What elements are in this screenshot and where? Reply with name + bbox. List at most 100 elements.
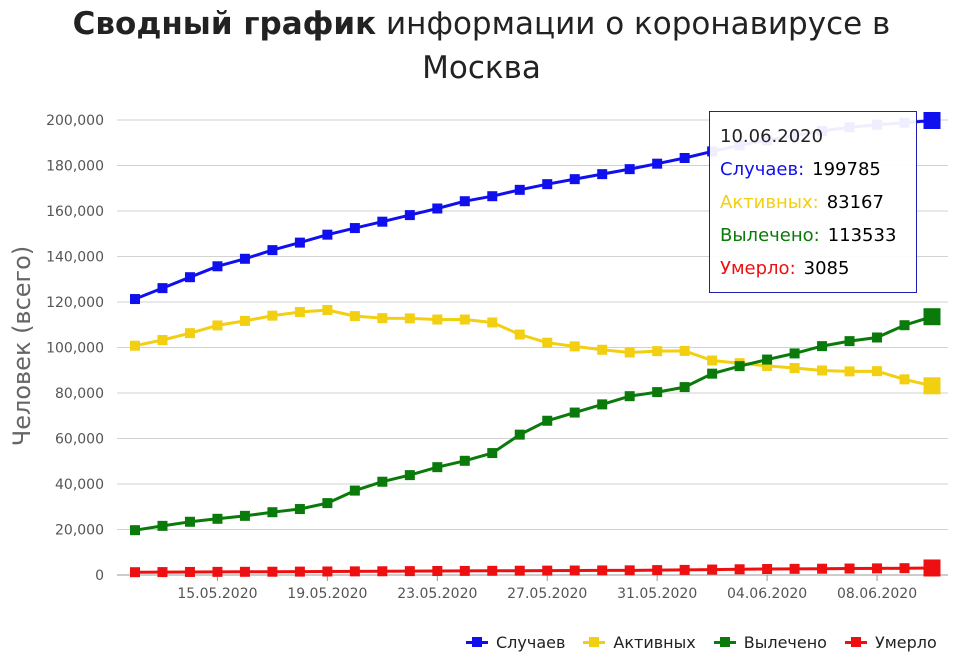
data-point[interactable] (707, 564, 718, 575)
data-point[interactable] (377, 216, 388, 227)
data-point[interactable] (789, 362, 800, 373)
data-point[interactable] (130, 567, 140, 578)
data-point[interactable] (542, 565, 553, 576)
data-point[interactable] (294, 504, 305, 515)
data-point[interactable] (239, 315, 250, 326)
data-point[interactable] (652, 387, 663, 398)
data-point[interactable] (872, 563, 883, 574)
data-point[interactable] (789, 348, 800, 359)
data-point[interactable] (239, 566, 250, 577)
data-point[interactable] (624, 391, 635, 402)
data-point[interactable] (130, 294, 140, 305)
data-point[interactable] (624, 164, 635, 175)
data-point[interactable] (349, 223, 360, 234)
data-point[interactable] (872, 332, 883, 343)
data-point[interactable] (624, 347, 635, 358)
data-point[interactable] (569, 565, 580, 576)
data-point[interactable] (707, 368, 718, 379)
data-point[interactable] (789, 563, 800, 574)
data-point[interactable] (322, 229, 333, 240)
data-point[interactable] (597, 344, 608, 355)
data-point[interactable] (267, 310, 278, 321)
data-point[interactable] (844, 336, 855, 347)
data-point[interactable] (184, 516, 195, 527)
data-point[interactable] (432, 565, 443, 576)
legend-item-cases[interactable]: Случаев (466, 633, 565, 652)
data-point[interactable] (514, 565, 525, 576)
data-point[interactable] (844, 563, 855, 574)
data-point[interactable] (404, 313, 415, 324)
data-point[interactable] (322, 566, 333, 577)
data-point[interactable] (679, 152, 690, 163)
data-point[interactable] (212, 513, 223, 524)
data-point[interactable] (652, 565, 663, 576)
data-point[interactable] (487, 317, 498, 328)
data-point[interactable] (487, 565, 498, 576)
data-point[interactable] (377, 476, 388, 487)
data-point[interactable] (624, 565, 635, 576)
data-point[interactable] (487, 191, 498, 202)
data-point[interactable] (239, 253, 250, 264)
data-point[interactable] (872, 366, 883, 377)
data-point[interactable] (184, 272, 195, 283)
data-point[interactable] (923, 377, 941, 395)
data-point[interactable] (459, 314, 470, 325)
data-point[interactable] (569, 407, 580, 418)
data-point[interactable] (377, 313, 388, 324)
data-point[interactable] (267, 566, 278, 577)
data-point[interactable] (377, 566, 388, 577)
data-point[interactable] (844, 366, 855, 377)
data-point[interactable] (157, 334, 168, 345)
data-point[interactable] (404, 470, 415, 481)
data-point[interactable] (597, 399, 608, 410)
legend-item-active[interactable]: Активных (583, 633, 696, 652)
data-point[interactable] (899, 374, 910, 385)
data-point[interactable] (349, 566, 360, 577)
data-point[interactable] (679, 382, 690, 393)
data-point[interactable] (817, 563, 828, 574)
data-point[interactable] (597, 565, 608, 576)
legend-item-recovered[interactable]: Вылечено (713, 633, 827, 652)
data-point[interactable] (459, 565, 470, 576)
data-point[interactable] (267, 507, 278, 518)
data-point[interactable] (899, 563, 910, 574)
data-point[interactable] (267, 245, 278, 256)
data-point[interactable] (294, 307, 305, 318)
data-point[interactable] (923, 111, 941, 129)
data-point[interactable] (322, 304, 333, 315)
data-point[interactable] (817, 341, 828, 352)
data-point[interactable] (459, 455, 470, 466)
data-point[interactable] (212, 566, 223, 577)
data-point[interactable] (184, 566, 195, 577)
data-point[interactable] (212, 261, 223, 272)
data-point[interactable] (514, 429, 525, 440)
data-point[interactable] (542, 337, 553, 348)
data-point[interactable] (294, 566, 305, 577)
data-point[interactable] (923, 308, 941, 326)
data-point[interactable] (734, 361, 745, 372)
data-point[interactable] (157, 520, 168, 531)
data-point[interactable] (542, 415, 553, 426)
data-point[interactable] (404, 566, 415, 577)
data-point[interactable] (569, 341, 580, 352)
data-point[interactable] (652, 346, 663, 357)
data-point[interactable] (923, 559, 941, 577)
data-point[interactable] (899, 320, 910, 331)
data-point[interactable] (157, 283, 168, 294)
data-point[interactable] (514, 329, 525, 340)
data-point[interactable] (322, 498, 333, 509)
data-point[interactable] (459, 196, 470, 207)
data-point[interactable] (597, 169, 608, 180)
data-point[interactable] (432, 314, 443, 325)
data-point[interactable] (679, 345, 690, 356)
data-point[interactable] (404, 210, 415, 221)
data-point[interactable] (294, 237, 305, 248)
data-point[interactable] (349, 485, 360, 496)
data-point[interactable] (212, 320, 223, 331)
data-point[interactable] (652, 158, 663, 169)
data-point[interactable] (817, 365, 828, 376)
data-point[interactable] (432, 462, 443, 473)
data-point[interactable] (542, 179, 553, 190)
data-point[interactable] (349, 311, 360, 322)
data-point[interactable] (569, 174, 580, 185)
